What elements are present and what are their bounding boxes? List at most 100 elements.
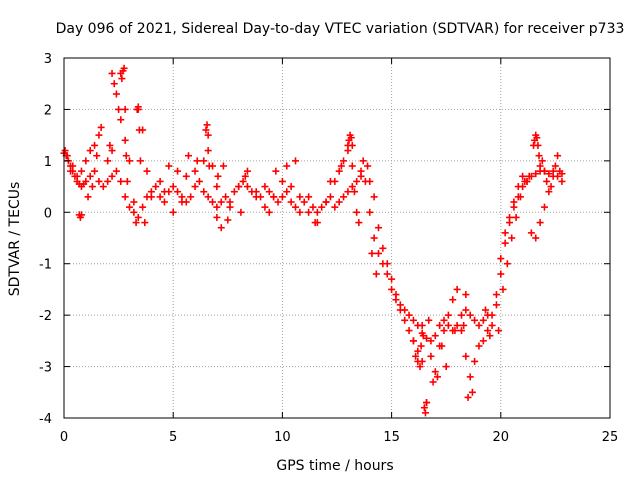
data-point <box>350 188 358 196</box>
data-point <box>471 316 479 324</box>
x-tick-label: 5 <box>169 430 177 445</box>
data-point <box>283 188 291 196</box>
data-point <box>104 157 112 165</box>
data-point <box>214 172 222 180</box>
data-point <box>122 152 130 160</box>
data-point <box>112 167 120 175</box>
data-point <box>464 393 472 401</box>
data-point <box>147 193 155 201</box>
data-point <box>337 162 345 170</box>
data-point <box>348 141 356 149</box>
data-point <box>300 198 308 206</box>
data-point <box>525 172 533 180</box>
x-axis-label: GPS time / hours <box>276 458 393 474</box>
data-point <box>348 162 356 170</box>
data-point <box>126 157 134 165</box>
data-point <box>414 347 422 355</box>
data-point <box>121 193 129 201</box>
data-point <box>440 327 448 335</box>
data-point <box>191 167 199 175</box>
grid-lines <box>64 58 610 418</box>
data-point <box>383 260 391 268</box>
data-point <box>169 183 177 191</box>
data-point <box>495 327 503 335</box>
data-point <box>353 177 361 185</box>
data-point <box>442 363 450 371</box>
y-tick-label: -1 <box>39 258 52 273</box>
data-point <box>120 64 128 72</box>
data-point <box>409 337 417 345</box>
data-point <box>121 136 129 144</box>
data-point <box>340 193 348 201</box>
data-point <box>93 152 101 160</box>
data-point <box>311 219 319 227</box>
data-point <box>278 193 286 201</box>
data-point <box>536 162 544 170</box>
data-point <box>77 211 85 219</box>
data-point <box>536 219 544 227</box>
data-point <box>219 162 227 170</box>
data-point <box>265 188 273 196</box>
data-point <box>506 213 514 221</box>
data-point <box>419 332 427 340</box>
data-point <box>106 141 114 149</box>
data-point <box>95 131 103 139</box>
data-point <box>213 213 221 221</box>
data-point <box>512 213 520 221</box>
data-point <box>182 172 190 180</box>
x-tick-label: 20 <box>493 430 510 445</box>
data-point <box>412 352 420 360</box>
data-point <box>532 234 540 242</box>
data-point <box>556 167 564 175</box>
data-point <box>217 198 225 206</box>
data-point <box>283 162 291 170</box>
data-point <box>136 157 144 165</box>
data-point <box>462 306 470 314</box>
data-point <box>554 172 562 180</box>
data-point <box>292 203 300 211</box>
data-point <box>205 162 213 170</box>
data-point <box>235 183 243 191</box>
data-point <box>451 327 459 335</box>
data-point <box>200 157 208 165</box>
data-point <box>344 147 352 155</box>
data-point <box>421 409 429 417</box>
data-point <box>134 213 142 221</box>
data-point <box>540 203 548 211</box>
data-point <box>117 177 125 185</box>
data-point <box>374 249 382 257</box>
data-point <box>61 147 69 155</box>
data-point <box>213 203 221 211</box>
data-point <box>160 198 168 206</box>
data-point <box>174 188 182 196</box>
data-point <box>178 198 186 206</box>
data-point <box>224 216 232 224</box>
data-point <box>388 275 396 283</box>
data-point <box>540 167 548 175</box>
data-point <box>516 193 524 201</box>
data-point <box>97 123 105 131</box>
data-point <box>82 157 90 165</box>
y-tick-label: -3 <box>39 361 52 376</box>
data-point <box>372 270 380 278</box>
plot-frame <box>63 57 611 419</box>
data-point <box>420 404 428 412</box>
data-point <box>252 188 260 196</box>
data-point <box>457 327 465 335</box>
data-point <box>226 203 234 211</box>
x-tick-label: 25 <box>602 430 619 445</box>
data-point <box>156 193 164 201</box>
x-tick-label: 15 <box>383 430 400 445</box>
data-point <box>326 193 334 201</box>
data-point <box>123 177 131 185</box>
data-point <box>359 157 367 165</box>
data-point <box>326 177 334 185</box>
data-point <box>243 183 251 191</box>
data-point <box>261 203 269 211</box>
data-point <box>169 208 177 216</box>
data-point <box>104 177 112 185</box>
data-point <box>368 249 376 257</box>
data-point <box>396 306 404 314</box>
data-point <box>364 162 372 170</box>
data-point <box>425 316 433 324</box>
